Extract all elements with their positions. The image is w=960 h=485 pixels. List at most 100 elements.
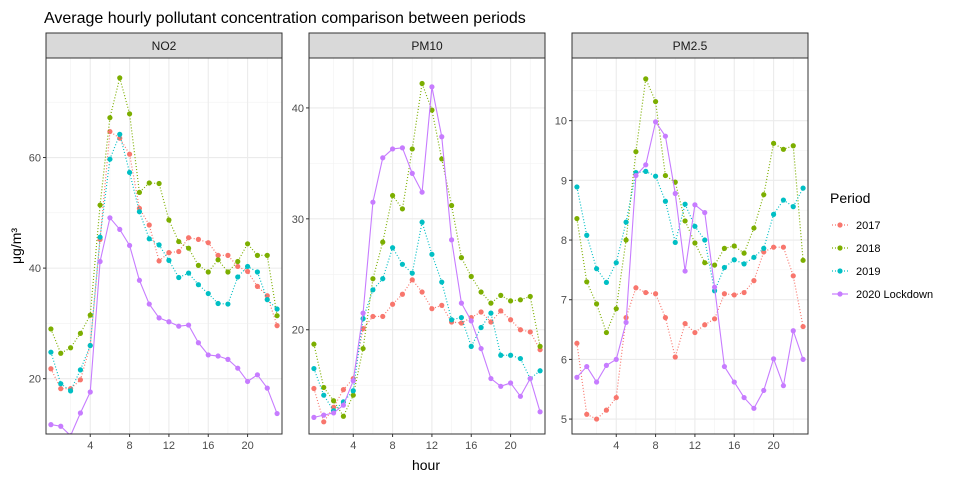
data-point-2020-lockdown <box>185 322 192 328</box>
data-point-2020-lockdown <box>800 356 806 362</box>
data-point-2018 <box>652 98 659 105</box>
x-tick-label: 16 <box>465 440 477 452</box>
data-point-2020-lockdown <box>741 394 747 401</box>
data-point-2018 <box>185 245 192 251</box>
data-point-2018 <box>419 80 425 87</box>
data-point-2019 <box>350 388 356 394</box>
data-point-2019 <box>87 342 93 349</box>
data-point-2019 <box>770 211 777 217</box>
data-point-2019 <box>380 276 386 282</box>
facet-panel-pm25: PM2.5 4 8 12 16 20 5 6 7 8 9 10 <box>555 32 809 452</box>
data-point-2019 <box>741 261 747 267</box>
data-point-2020-lockdown <box>780 383 787 389</box>
data-point-2018 <box>643 76 649 82</box>
data-point-2020-lockdown <box>330 410 337 416</box>
facet-strip <box>571 32 809 59</box>
data-point-2017 <box>274 323 280 329</box>
y-tick-label: 7 <box>561 295 567 307</box>
data-point-2018 <box>225 269 231 275</box>
data-point-2020-lockdown <box>527 375 533 382</box>
data-point-2020-lockdown <box>136 277 143 283</box>
data-point-2020-lockdown <box>682 268 688 274</box>
data-point-2017 <box>790 273 796 279</box>
x-tick-label: 20 <box>504 440 516 452</box>
data-point-2019 <box>623 219 629 225</box>
data-point-2019 <box>780 197 787 203</box>
data-point-2020-lockdown <box>593 379 600 385</box>
data-point-2018 <box>311 341 317 347</box>
data-point-2019 <box>389 245 396 251</box>
series-line-2017 <box>313 278 541 424</box>
data-point-2019 <box>603 279 610 286</box>
data-point-2018 <box>527 293 533 300</box>
data-point-2017 <box>254 283 261 289</box>
data-point-2018 <box>77 330 84 336</box>
data-point-2019 <box>584 232 590 238</box>
data-point-2018 <box>107 115 113 121</box>
data-point-2018 <box>584 279 590 285</box>
data-point-2020-lockdown <box>429 84 435 90</box>
data-point-2018 <box>761 192 767 198</box>
data-point-2018 <box>58 350 64 356</box>
x-tick-label: 8 <box>390 440 396 452</box>
data-point-2020-lockdown <box>731 379 737 385</box>
data-point-2017 <box>731 292 737 298</box>
data-point-2018 <box>146 180 152 186</box>
data-point-2017 <box>215 252 221 258</box>
data-point-2020-lockdown <box>321 412 327 418</box>
data-point-2018 <box>126 111 133 117</box>
data-point-2020-lockdown <box>126 242 133 249</box>
data-point-2018 <box>264 252 270 258</box>
data-point-2019 <box>574 184 580 190</box>
data-point-2020-lockdown <box>264 385 270 391</box>
data-point-2019 <box>185 270 192 276</box>
data-point-2018 <box>478 289 484 295</box>
data-point-2019 <box>468 343 474 349</box>
data-point-2017 <box>603 407 610 413</box>
data-point-2018 <box>244 241 251 247</box>
data-point-2018 <box>370 276 376 282</box>
data-point-2020-lockdown <box>156 315 162 321</box>
data-point-2018 <box>574 215 580 222</box>
data-point-2018 <box>517 297 524 303</box>
data-point-2019 <box>682 201 688 207</box>
data-point-2020-lockdown <box>195 340 202 346</box>
data-point-2020-lockdown <box>702 209 708 216</box>
series-line-2017 <box>50 130 278 390</box>
data-point-2019 <box>507 352 514 358</box>
data-point-2017 <box>633 285 639 291</box>
data-point-2020-lockdown <box>652 119 659 125</box>
facet-panels: NO2 4 8 12 16 20 20 40 60 PM10 4 8 12 16 20 20 30 40 PM2.5… <box>29 32 809 452</box>
data-point-2017 <box>166 250 172 256</box>
data-point-2019 <box>478 324 484 331</box>
data-point-2019 <box>409 270 415 276</box>
data-point-2019 <box>672 239 678 246</box>
series-group <box>311 80 543 425</box>
data-point-2020-lockdown <box>672 190 678 197</box>
data-point-2020-lockdown <box>235 365 241 371</box>
data-point-2020-lockdown <box>225 356 231 362</box>
data-point-2018 <box>731 243 737 249</box>
legend-entry-label: 2018 <box>856 243 880 255</box>
data-point-2017 <box>478 309 484 315</box>
series-group <box>48 75 280 434</box>
data-point-2018 <box>721 245 728 251</box>
series-line-2018 <box>576 76 804 335</box>
y-tick-label: 40 <box>292 103 304 115</box>
data-point-2018 <box>360 345 366 352</box>
series-line-2019 <box>576 170 804 293</box>
data-point-2019 <box>321 392 327 398</box>
x-tick-label: 12 <box>426 440 438 452</box>
data-point-2017 <box>429 306 435 312</box>
data-point-2019 <box>67 388 74 394</box>
data-point-2019 <box>146 236 152 242</box>
data-point-2020-lockdown <box>458 300 465 306</box>
series-line-2020-lockdown <box>313 86 541 418</box>
x-axis-label: hour <box>412 457 440 473</box>
data-point-2017 <box>225 252 231 258</box>
data-point-2020-lockdown <box>761 387 767 394</box>
data-point-2017 <box>682 320 688 327</box>
data-point-2019 <box>692 223 698 229</box>
data-point-2020-lockdown <box>107 215 113 221</box>
